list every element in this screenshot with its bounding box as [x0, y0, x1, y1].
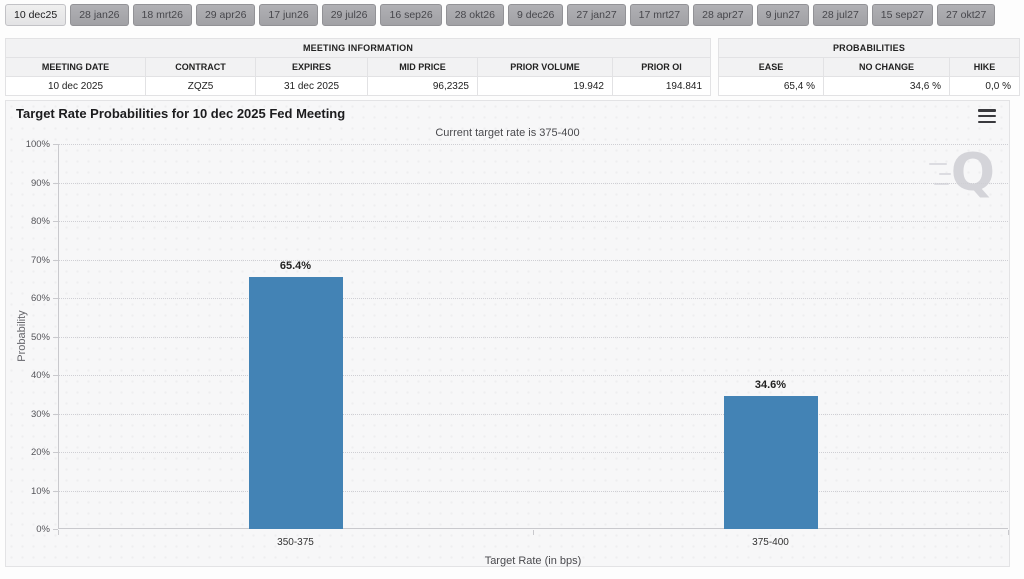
chart-title: Target Rate Probabilities for 10 dec 202… — [16, 106, 346, 121]
y-axis-tick-label: 60% — [30, 293, 50, 304]
value-contract: ZQZ5 — [145, 76, 256, 96]
probability-bar-350-375 — [248, 277, 343, 529]
gridline-50 — [59, 336, 1008, 338]
meeting-tab-28-apr27[interactable]: 28 apr27 — [693, 4, 753, 26]
bar-value-label: 65.4% — [279, 260, 312, 273]
meeting-tab-17-mrt27[interactable]: 17 mrt27 — [629, 4, 690, 26]
y-axis-tick — [53, 375, 58, 376]
meeting-tab-18-mrt26[interactable]: 18 mrt26 — [132, 4, 192, 26]
gridline-40 — [59, 375, 1008, 376]
column-header-prior-volume: PRIOR VOLUME — [477, 57, 613, 77]
y-axis-tick-label: 90% — [30, 177, 50, 189]
meeting-tab-9-dec26[interactable]: 9 dec26 — [508, 4, 564, 26]
meeting-tab-28-jul27[interactable]: 28 jul27 — [813, 4, 868, 26]
x-axis-category-label: 350-375 — [277, 537, 314, 548]
meeting-tab-15-sep27[interactable]: 15 sep27 — [871, 4, 934, 26]
y-axis-tick-label: 50% — [30, 331, 50, 343]
gridline-60 — [59, 298, 1008, 299]
y-axis-tick — [53, 144, 58, 145]
value-no-change: 34,6 % — [823, 76, 950, 96]
y-axis-tick-label: 0% — [36, 524, 50, 535]
value-mid-price: 96,2325 — [367, 76, 478, 96]
column-header-ease: EASE — [718, 57, 824, 77]
column-header-prior-oi: PRIOR OI — [611, 57, 712, 77]
gridline-70 — [59, 259, 1008, 261]
probability-bar-375-400 — [723, 395, 818, 529]
y-axis-tick — [53, 452, 58, 453]
column-header-hike: HIKE — [949, 57, 1020, 77]
meeting-information-table: MEETING INFORMATION MEETING DATE CONTRACT E… — [4, 38, 712, 96]
meeting-tab-17-jun26[interactable]: 17 jun26 — [259, 4, 318, 26]
bar-value-label: 34.6% — [754, 378, 787, 391]
y-axis-tick-label: 20% — [30, 447, 50, 458]
column-header-no-change: NO CHANGE — [823, 57, 950, 77]
y-axis-tick-label: 100% — [25, 139, 50, 150]
column-header-expires: EXPIRES — [255, 57, 368, 77]
meeting-date-tabs: 10 dec25 28 jan26 18 mrt26 29 apr26 17 jun26… — [5, 4, 996, 26]
value-hike: 0,0 % — [949, 76, 1020, 96]
y-axis-tick-label: 10% — [30, 485, 50, 497]
chart-menu-hamburger-icon[interactable] — [978, 109, 996, 123]
value-expires: 31 dec 2025 — [255, 76, 368, 96]
column-header-mid-price: MID PRICE — [367, 57, 478, 77]
gridline-80 — [59, 221, 1008, 222]
watermark-speedline — [939, 173, 951, 175]
meeting-tab-10-dec25[interactable]: 10 dec25 — [5, 4, 67, 26]
value-prior-volume: 19.942 — [477, 76, 613, 96]
column-header-contract: CONTRACT — [145, 57, 256, 77]
meeting-tab-29-jul26[interactable]: 29 jul26 — [321, 4, 377, 26]
value-prior-oi: 194.841 — [611, 76, 712, 96]
gridline-90 — [59, 182, 1008, 184]
column-header-meeting-date: MEETING DATE — [5, 57, 146, 77]
gridline-20 — [59, 452, 1008, 453]
y-axis-tick-label: 40% — [30, 370, 50, 381]
x-axis-title: Target Rate (in bps) — [484, 555, 582, 567]
meeting-tab-29-apr26[interactable]: 29 apr26 — [195, 4, 256, 26]
meeting-tab-28-jan26[interactable]: 28 jan26 — [70, 4, 129, 26]
meeting-tab-27-okt27[interactable]: 27 okt27 — [937, 4, 996, 26]
watermark-speedline — [934, 183, 949, 185]
y-axis-tick-label: 30% — [30, 408, 50, 420]
value-meeting-date: 10 dec 2025 — [5, 76, 146, 96]
x-axis-tick — [58, 530, 59, 535]
table-group-header: PROBABILITIES — [718, 38, 1020, 58]
gridline-10 — [59, 490, 1008, 492]
probabilities-table: PROBABILITIES EASE NO CHANGE HIKE 65,4 % 34,6… — [718, 38, 1020, 96]
y-axis-tick — [53, 413, 58, 415]
plot-area — [58, 144, 1008, 529]
meeting-tab-28-okt26[interactable]: 28 okt26 — [445, 4, 504, 26]
x-axis-tick — [1008, 530, 1009, 535]
y-axis-tick-label: 70% — [30, 254, 50, 266]
quikstrike-q-watermark-icon: Q — [950, 143, 995, 203]
y-axis-tick — [53, 298, 58, 299]
gridline-30 — [59, 413, 1008, 415]
gridline-100 — [59, 144, 1008, 145]
x-axis-tick — [533, 530, 534, 535]
watermark-speedline — [929, 163, 947, 165]
x-axis-category-label: 375-400 — [752, 537, 789, 548]
y-axis-tick — [53, 336, 58, 338]
chart-panel: Target Rate Probabilities for 10 dec 202… — [5, 100, 1010, 567]
y-axis-tick — [53, 529, 58, 530]
meeting-tab-27-jan27[interactable]: 27 jan27 — [567, 4, 626, 26]
table-group-header: MEETING INFORMATION — [4, 38, 712, 58]
y-axis-tick — [53, 259, 58, 261]
y-axis-tick-label: 80% — [30, 216, 50, 227]
value-ease: 65,4 % — [718, 76, 824, 96]
y-axis-tick — [53, 221, 58, 222]
y-axis-tick — [53, 182, 58, 184]
meeting-tab-16-sep26[interactable]: 16 sep26 — [380, 4, 442, 26]
meeting-tab-9-jun27[interactable]: 9 jun27 — [756, 4, 810, 26]
chart-subtitle: Current target rate is 375-400 — [435, 127, 580, 139]
y-axis-tick — [53, 490, 58, 492]
